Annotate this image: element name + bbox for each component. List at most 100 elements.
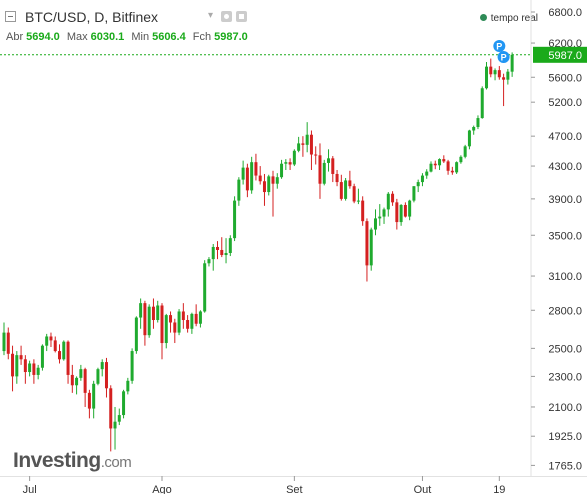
candle-body [151,306,155,321]
candle-body [36,367,40,375]
candle-body [467,130,471,147]
candle-body [241,167,245,180]
candle-body [335,173,339,183]
candle-body [207,259,211,264]
candle-body [378,216,382,219]
candle-body [117,415,121,422]
candle-body [442,159,446,162]
candle-body [139,303,143,318]
candle-body [53,340,57,352]
candle-body [408,200,412,217]
candle-body [258,175,262,182]
candle-body [28,363,32,373]
candle-body [476,118,480,127]
chart-title[interactable]: BTC/USD, D, Bitfinex [25,9,159,25]
candle-body [75,377,79,386]
candle-body [70,374,74,386]
candle-body [15,355,19,377]
candle-body [420,175,424,183]
chevron-down-icon[interactable]: ▾ [208,10,214,21]
candle-body [395,202,399,223]
marker-label: P [501,53,507,63]
high-label: Max [66,31,88,43]
candle-body [284,162,288,164]
candle-body [497,70,501,78]
candle-body [19,355,23,360]
candle-body [348,180,352,187]
candle-body [181,311,185,321]
candle-body [237,179,241,201]
high-value: 6030.1 [90,31,125,43]
candle-body [156,305,160,321]
ohlc-legend: Abr 5694.0 Max 6030.1 Min 5606.4 Fch 5987.0 [6,31,252,43]
brand-suffix: .com [100,454,132,471]
candle-body [245,167,249,191]
candle-body [126,380,130,392]
brand-name: Investing [13,449,101,472]
candle-body [382,209,386,217]
candle-body [450,170,454,173]
y-tick-label: 4700.0 [548,131,582,143]
open-label: Abr [6,31,24,43]
candle-body [190,313,194,329]
candle-body [45,336,49,346]
candle-body [32,363,36,375]
candle-body [49,336,53,341]
candle-body [318,155,322,184]
candle-body [66,341,70,375]
candle-body [228,238,232,254]
candle-body [220,249,224,256]
low-label: Min [131,31,150,43]
y-tick-label: 1765.0 [548,460,582,472]
candle-body [134,317,138,352]
candle-body [322,162,326,184]
fullscreen-icon[interactable] [236,11,247,22]
candle-body [493,70,497,75]
candle-body [87,392,91,409]
x-tick-label: Set [286,484,303,494]
candle-body [11,353,15,377]
marker-label: P [496,42,502,52]
candle-body [399,204,403,223]
candle-body [216,246,219,250]
collapse-icon[interactable] [5,11,16,22]
live-indicator: tempo real [479,13,538,24]
brand-logo: Investing.com [13,449,132,473]
live-dot-icon [479,14,487,21]
candle-body [271,176,275,184]
y-tick-label: 5200.0 [548,97,582,109]
candle-body [352,186,356,202]
candle-body [480,88,484,119]
candle-body [391,193,395,203]
candle-body [344,180,348,199]
candle-body [2,332,6,352]
candle-body [305,134,309,145]
candle-body [198,311,202,324]
candle-body [177,311,181,333]
candle-body [147,306,151,336]
candle-body [96,369,100,384]
candle-body [130,351,134,381]
candle-body [502,77,506,80]
y-tick-label: 3900.0 [548,194,582,206]
candle-body [292,150,296,165]
candle-body [169,315,173,323]
candle-body [403,204,407,217]
candle-body [40,345,44,368]
candle-body [275,177,279,184]
y-tick-label: 2800.0 [548,305,582,317]
y-tick-label: 3500.0 [548,230,582,242]
y-tick-label: 4300.0 [548,161,582,173]
settings-icon[interactable] [221,11,232,22]
candle-body [122,391,126,416]
candle-body [233,200,237,239]
candle-body [173,322,177,333]
x-tick-label: 19 [493,484,505,494]
candle-body [361,200,365,222]
candle-body [62,341,66,360]
candle-body [510,54,514,72]
y-tick-label: 6800.0 [548,7,582,19]
y-tick-label: 2500.0 [548,343,582,355]
